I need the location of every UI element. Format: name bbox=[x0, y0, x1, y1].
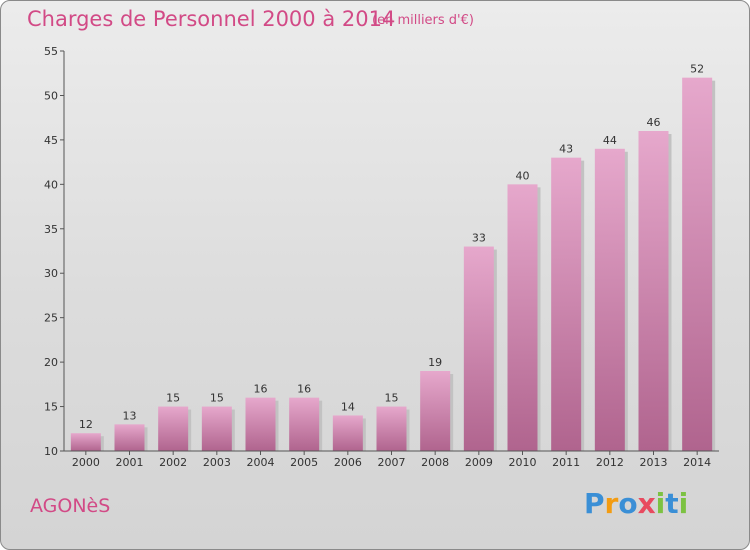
y-tick-label: 20 bbox=[44, 356, 58, 369]
x-tick-label: 2006 bbox=[334, 456, 362, 469]
bar-value-label: 15 bbox=[210, 392, 224, 405]
bar bbox=[376, 406, 407, 451]
bar bbox=[463, 246, 494, 451]
x-tick-label: 2002 bbox=[159, 456, 187, 469]
axes-group: 2000 2001 2002 2003 2004 2005 2006 2007 2008 2009… bbox=[44, 45, 719, 469]
y-tick-label: 50 bbox=[44, 89, 58, 102]
y-tick-label: 25 bbox=[44, 312, 58, 325]
commune-name: AGONèS bbox=[30, 495, 111, 517]
x-tick-label: 2014 bbox=[683, 456, 711, 469]
y-tick-label: 30 bbox=[44, 267, 58, 280]
bar-value-label: 14 bbox=[341, 400, 355, 413]
bar bbox=[245, 397, 276, 451]
bar-value-label: 19 bbox=[428, 356, 442, 369]
logo-letter: P bbox=[584, 487, 605, 520]
bar-value-label: 33 bbox=[472, 232, 486, 245]
x-tick-label: 2001 bbox=[116, 456, 144, 469]
logo-letter: i bbox=[655, 487, 666, 520]
logo-letter: i bbox=[678, 487, 689, 520]
x-tick-label: 2003 bbox=[203, 456, 231, 469]
x-tick-label: 2007 bbox=[378, 456, 406, 469]
bar bbox=[201, 406, 232, 451]
logo-letter: r bbox=[604, 487, 619, 520]
bar bbox=[551, 157, 582, 451]
y-tick-label: 55 bbox=[44, 45, 58, 58]
bar bbox=[289, 397, 320, 451]
bar-value-label: 12 bbox=[79, 418, 93, 431]
chart-subtitle: (en milliers d'€) bbox=[372, 13, 474, 28]
bar-value-label: 52 bbox=[690, 63, 704, 76]
bar bbox=[682, 77, 713, 452]
x-tick-label: 2009 bbox=[465, 456, 493, 469]
y-tick-label: 15 bbox=[44, 401, 58, 414]
bar-value-label: 15 bbox=[166, 392, 180, 405]
bar-value-label: 16 bbox=[254, 383, 268, 396]
bar bbox=[70, 433, 101, 451]
proxiti-logo: Proxiti bbox=[584, 487, 688, 520]
bar-value-label: 46 bbox=[647, 116, 661, 129]
chart-title: Charges de Personnel 2000 à 2014 bbox=[27, 7, 396, 31]
x-tick-label: 2000 bbox=[72, 456, 100, 469]
bar bbox=[332, 415, 363, 451]
y-tick-label: 35 bbox=[44, 223, 58, 236]
x-tick-label: 2013 bbox=[640, 456, 668, 469]
x-tick-label: 2010 bbox=[509, 456, 537, 469]
x-tick-label: 2008 bbox=[421, 456, 449, 469]
y-tick-label: 45 bbox=[44, 134, 58, 147]
bar bbox=[594, 148, 625, 451]
bar bbox=[638, 131, 669, 451]
logo-letter: o bbox=[618, 487, 638, 520]
logo-letter: t bbox=[665, 487, 679, 520]
bar bbox=[158, 406, 189, 451]
bar-value-label: 15 bbox=[385, 392, 399, 405]
bar-value-label: 44 bbox=[603, 134, 617, 147]
logo-letter: x bbox=[637, 487, 656, 520]
bar-value-label: 13 bbox=[123, 409, 137, 422]
bar bbox=[114, 424, 145, 451]
y-tick-label: 10 bbox=[44, 445, 58, 458]
bars-group: 12 13 15 15 16 16 14 15 19 33 40 43 44 46 52 bbox=[70, 63, 716, 452]
bar-value-label: 16 bbox=[297, 383, 311, 396]
y-tick-label: 40 bbox=[44, 178, 58, 191]
bar-value-label: 43 bbox=[559, 143, 573, 156]
bar bbox=[507, 184, 538, 452]
x-tick-label: 2005 bbox=[290, 456, 318, 469]
x-tick-label: 2004 bbox=[247, 456, 275, 469]
bar-value-label: 40 bbox=[516, 169, 530, 182]
bar bbox=[420, 371, 451, 451]
x-tick-label: 2011 bbox=[552, 456, 580, 469]
x-tick-label: 2012 bbox=[596, 456, 624, 469]
